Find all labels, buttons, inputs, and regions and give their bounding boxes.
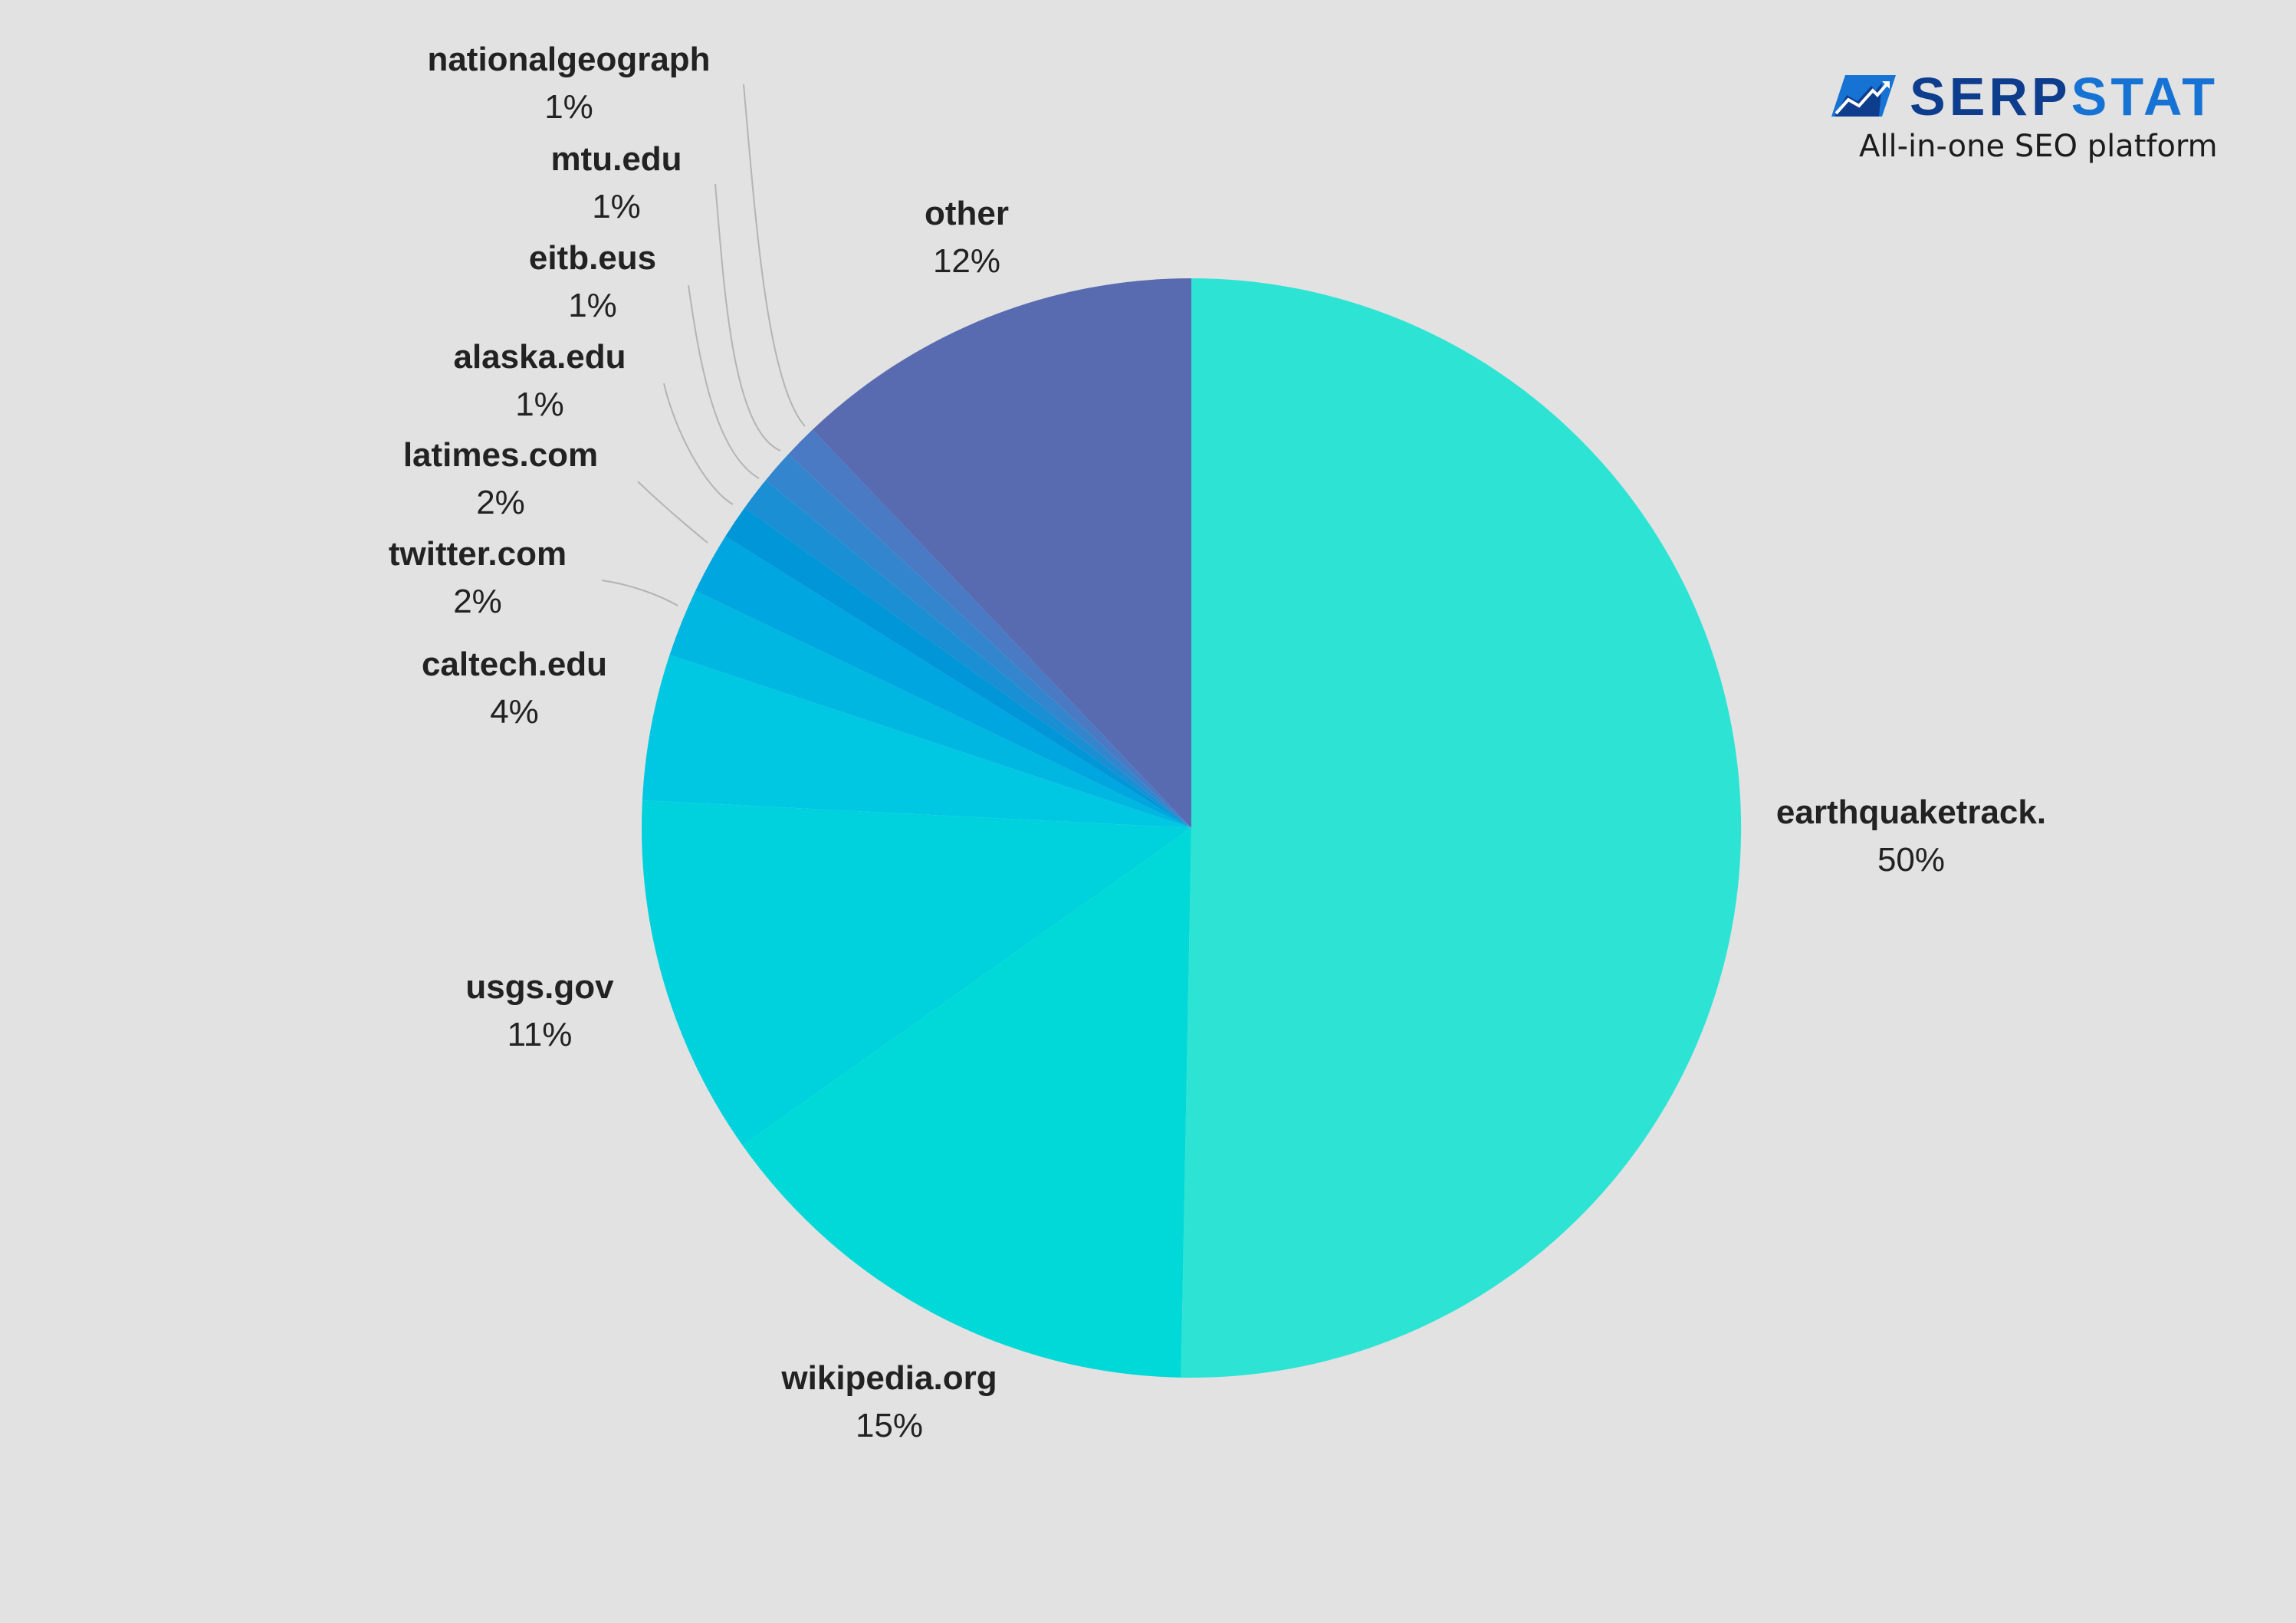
pie-slice-usgs-gov (642, 800, 1191, 1146)
pie-slice-wikipedia-org (742, 828, 1191, 1378)
slice-label-name: caltech.edu (422, 646, 607, 683)
slice-label-name: nationalgeograph (427, 41, 710, 78)
slice-label-percent: 15% (856, 1407, 923, 1444)
slice-label-percent: 1% (592, 188, 641, 225)
slice-label-percent: 2% (453, 583, 502, 620)
leader-line (743, 84, 806, 427)
pie-slices (642, 278, 1742, 1378)
pie-slice-nationalgeograph (788, 429, 1191, 828)
slice-label-name: mtu.edu (550, 140, 682, 178)
slice-label-name: alaska.edu (453, 338, 626, 376)
pie-slice-caltech-edu (642, 655, 1191, 828)
slice-label-name: earthquaketrack. (1776, 793, 2046, 831)
slice-label-percent: 2% (476, 484, 525, 521)
pie-slice-twitter-com (669, 590, 1191, 828)
slice-label-name: eitb.eus (529, 239, 656, 277)
pie-slice-other (812, 278, 1191, 828)
pie-slice-earthquaketrack (1181, 278, 1742, 1378)
leader-line (663, 383, 734, 505)
slice-label-percent: 12% (933, 242, 1000, 280)
slice-label-percent: 1% (544, 88, 593, 126)
slice-label-percent: 1% (568, 287, 617, 324)
leader-lines (601, 84, 806, 606)
brand-tagline: All-in-one SEO platform (1859, 129, 2218, 164)
slice-label-percent: 4% (490, 693, 539, 731)
leader-line (637, 481, 708, 544)
slice-label-percent: 1% (515, 386, 564, 423)
pie-slice-eitb-eus (744, 480, 1191, 828)
brand-row: SERPSTAT (1828, 67, 2227, 126)
leader-line (688, 284, 760, 479)
slice-label-percent: 50% (1877, 841, 1945, 879)
slice-label-name: wikipedia.org (780, 1359, 997, 1397)
pie-slice-latimes-com (695, 536, 1191, 828)
pie-slice-alaska-edu (725, 508, 1191, 828)
serpstat-logo-icon (1831, 75, 1896, 117)
brand-name-part1: SERP (1910, 67, 2071, 126)
slice-label-percent: 11% (507, 1016, 573, 1053)
leader-line (714, 183, 781, 452)
brand-name: SERPSTAT (1910, 67, 2219, 126)
leader-line (601, 580, 678, 606)
serpstat-brand: SERPSTAT All-in-one SEO platform (1828, 67, 2227, 175)
slice-label-name: other (925, 195, 1009, 232)
slice-label-name: twitter.com (389, 535, 567, 573)
slice-labels: earthquaketrack. 50% wikipedia.org 15% usgs.… (389, 41, 2046, 1444)
pie-slice-mtu-edu (765, 454, 1191, 828)
slice-label-name: usgs.gov (465, 968, 614, 1006)
slice-label-name: latimes.com (403, 436, 598, 474)
brand-name-part2: STAT (2071, 67, 2219, 126)
